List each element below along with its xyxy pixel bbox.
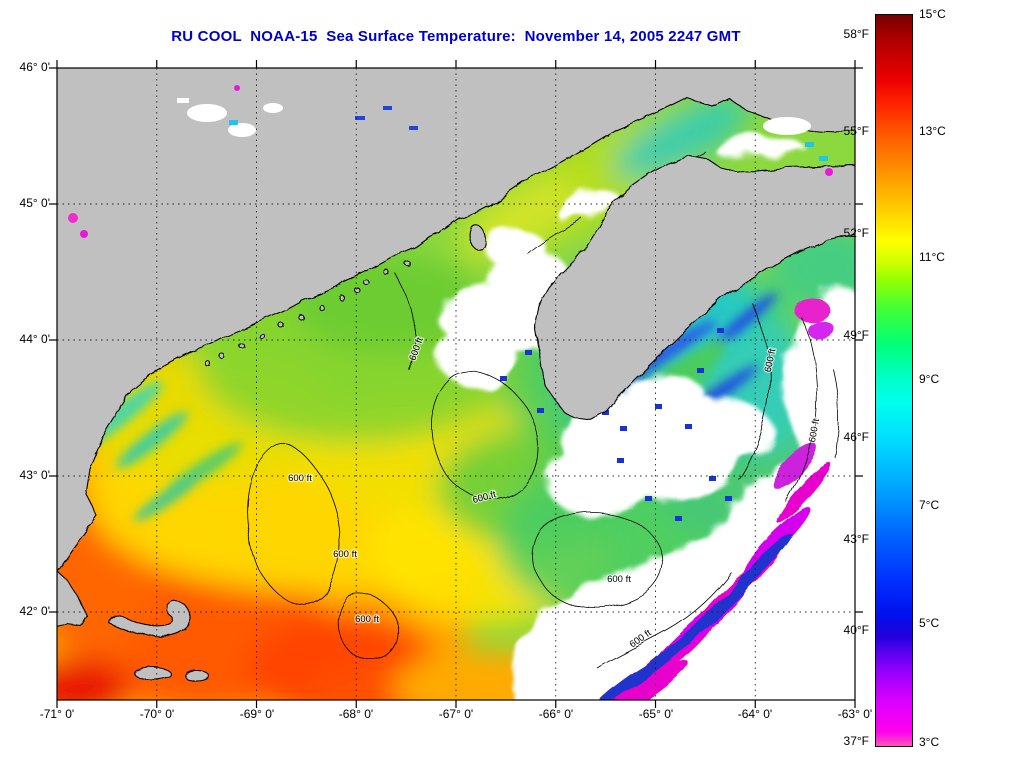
colorbar-c-label: 3°C <box>919 735 940 749</box>
x-tick-label: -64° 0' <box>737 707 773 721</box>
bathymetry-contour-layer <box>246 152 839 669</box>
island-grand-manan <box>469 224 487 252</box>
x-tick-label: -66° 0' <box>538 707 574 721</box>
colorbar-c-label: 9°C <box>919 372 940 386</box>
x-tick-label: -67° 0' <box>438 707 474 721</box>
cold-flag-layer <box>594 298 835 700</box>
x-tick-label: -70° 0' <box>139 707 175 721</box>
colorbar-f-label: 43°F <box>843 532 869 546</box>
overland-speck-layer <box>68 85 833 238</box>
axis-ticks <box>49 60 863 708</box>
land-layer <box>57 68 855 682</box>
y-tick-label: 43° 0' <box>19 468 50 482</box>
x-tick-label: -63° 0' <box>837 707 873 721</box>
x-tick-label: -65° 0' <box>638 707 674 721</box>
colorbar-c-label: 13°C <box>919 124 946 138</box>
colorbar-c-label: 7°C <box>919 498 940 512</box>
contour-label: 600 ft <box>355 614 379 625</box>
colorbar-f-label: 55°F <box>843 124 869 138</box>
island-marthas-vineyard <box>133 666 171 680</box>
contour-label: 600 ft <box>607 574 631 585</box>
contour-label: 600 ft <box>333 549 357 560</box>
sst-map-figure: 600 ft 600 ft 600 ft 600 ft 600 ft 600 f… <box>49 60 863 708</box>
nova-scotia <box>534 155 855 421</box>
colorbar-f-label: 46°F <box>843 430 869 444</box>
colorbar-c-label: 11°C <box>919 250 945 264</box>
colorbar-f-label: 52°F <box>843 226 869 240</box>
temperature-colorbar <box>875 14 913 747</box>
colorbar-f-label: 40°F <box>843 623 869 637</box>
colorbar-f-label: 37°F <box>843 734 869 748</box>
x-tick-label: -68° 0' <box>338 707 374 721</box>
x-tick-label: -71° 0' <box>39 707 75 721</box>
x-tick-label: -69° 0' <box>239 707 275 721</box>
page-title: RU COOL NOAA-15 Sea Surface Temperature:… <box>171 28 741 45</box>
contour-label: 600 ft <box>763 347 779 373</box>
colorbar-c-label: 15°C <box>919 7 946 21</box>
y-tick-label: 42° 0' <box>19 604 50 618</box>
y-tick-label: 45° 0' <box>19 196 50 210</box>
colorbar-f-label: 49°F <box>843 328 869 342</box>
cape-cod <box>108 601 191 637</box>
colorbar-f-label: 58°F <box>843 27 869 41</box>
y-tick-label: 44° 0' <box>19 332 50 346</box>
island-nantucket <box>184 670 210 682</box>
colorbar-c-label: 5°C <box>919 616 940 630</box>
graticule-layer <box>57 68 855 700</box>
contour-label: 600 ft <box>288 473 312 484</box>
y-tick-label: 46° 0' <box>19 60 50 74</box>
